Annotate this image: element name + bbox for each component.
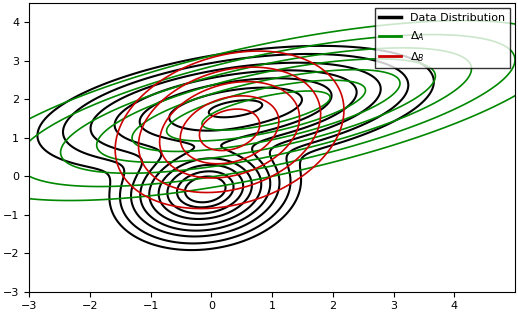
Legend: Data Distribution, $\Delta_A$, $\Delta_B$: Data Distribution, $\Delta_A$, $\Delta_B… bbox=[375, 8, 510, 68]
